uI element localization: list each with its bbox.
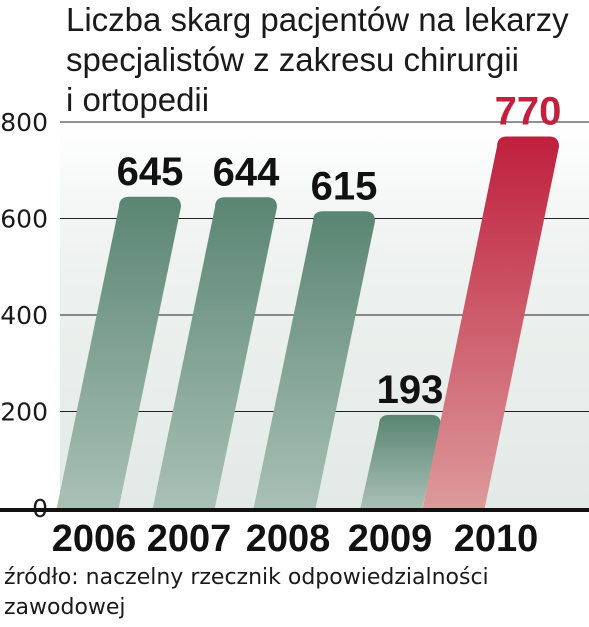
x-axis-ticks: 2006 2007 2008 2009 2010: [52, 518, 539, 560]
x-tick-label-2009: 2009: [348, 518, 433, 560]
y-tick-label: 600: [0, 205, 48, 234]
chart: Liczba skarg pacjentów na lekarzyspecjal…: [0, 1, 589, 560]
chart-title-line-1: Liczba skarg pacjentów na lekarzy: [66, 1, 569, 38]
x-tick-label-2008: 2008: [246, 518, 331, 560]
bar-2009: [360, 414, 441, 508]
chart-title-line-2: specjalistów z zakresu chirurgii: [66, 41, 519, 78]
bars: [56, 136, 559, 508]
source-note: źródło: naczelny rzecznik odpowiedzialno…: [4, 565, 489, 620]
chart-title-line-3: i ortopedii: [66, 81, 209, 118]
bar-2010: [422, 136, 559, 508]
x-tick-label-2007: 2007: [147, 518, 232, 560]
data-label-2008: 615: [311, 164, 378, 208]
y-tick-label: 400: [0, 301, 48, 330]
bar-2006: [56, 196, 181, 508]
chart-title: Liczba skarg pacjentów na lekarzyspecjal…: [66, 1, 569, 118]
data-label-2010: 770: [495, 89, 562, 133]
data-label-2006: 645: [117, 150, 184, 194]
data-labels: 645 644 615 193 770: [117, 89, 562, 411]
y-tick-label: 800: [0, 108, 48, 137]
data-label-2009: 193: [377, 368, 444, 412]
x-tick-label-2010: 2010: [454, 518, 539, 560]
data-label-2007: 644: [213, 150, 280, 194]
y-axis-ticks: 0200400600800: [0, 108, 48, 523]
x-tick-label-2006: 2006: [52, 518, 137, 560]
bar-2008: [253, 211, 375, 508]
y-tick-label: 200: [0, 398, 48, 427]
bar-2007: [152, 197, 277, 508]
